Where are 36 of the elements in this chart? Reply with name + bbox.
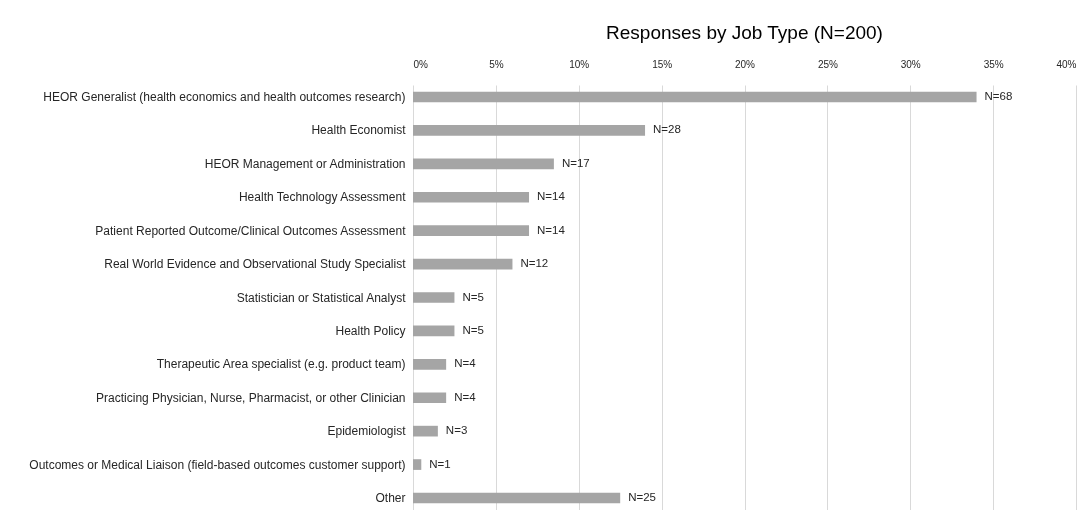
annotation: N=5 <box>462 290 484 303</box>
annotation: N=14 <box>537 190 566 203</box>
x-tick-label: 5% <box>489 58 504 70</box>
annotation: N=68 <box>984 90 1013 103</box>
x-tick-label: 30% <box>900 58 921 70</box>
annotation: N=5 <box>462 323 484 336</box>
y-tick-label: HEOR Generalist (health economics and health outcomes research) <box>43 90 406 105</box>
x-tick-label: 20% <box>734 58 756 70</box>
y-tick-label: Practicing Physician, Nurse, Pharmacist, or other Clinician <box>96 390 406 405</box>
annotation: N=25 <box>628 490 656 503</box>
x-tick-label: 25% <box>817 58 838 70</box>
annotation: N=1 <box>429 457 451 470</box>
annotation: N=3 <box>445 424 468 437</box>
annotation: N=14 <box>537 223 566 236</box>
y-tick-label: Health Policy <box>335 323 406 338</box>
annotation: N=17 <box>561 156 590 169</box>
x-tick-label: 40% <box>1056 58 1077 70</box>
y-tick-label: Health Technology Assessment <box>238 190 407 205</box>
y-tick-label: Epidemiologist <box>327 424 407 439</box>
y-tick-label: Therapeutic Area specialist (e.g. product team) <box>156 357 406 372</box>
y-tick-label: Patient Reported Outcome/Clinical Outcomes Assessment <box>95 223 407 238</box>
y-tick-label: Health Economist <box>311 123 407 138</box>
annotation: N=12 <box>520 257 549 270</box>
y-tick-label: Real World Evidence and Observational Study Specialist <box>104 257 407 272</box>
annotation: N=28 <box>653 123 681 136</box>
y-tick-label: Statistician or Statistical Analyst <box>236 290 407 305</box>
x-tick-label: 0% <box>413 58 429 70</box>
y-tick-label: Outcomes or Medical Liaison (field-based outcomes customer support) <box>29 457 406 472</box>
x-tick-label: 15% <box>652 58 673 70</box>
x-tick-label: 35% <box>983 58 1004 70</box>
y-tick-label: HEOR Management or Administration <box>204 156 406 171</box>
x-tick-label: 10% <box>569 58 590 70</box>
chart-title: Responses by Job Type (N=200) <box>606 22 883 43</box>
y-tick-label: Other <box>375 490 406 505</box>
annotation: N=4 <box>454 390 477 403</box>
annotation: N=4 <box>454 357 477 370</box>
